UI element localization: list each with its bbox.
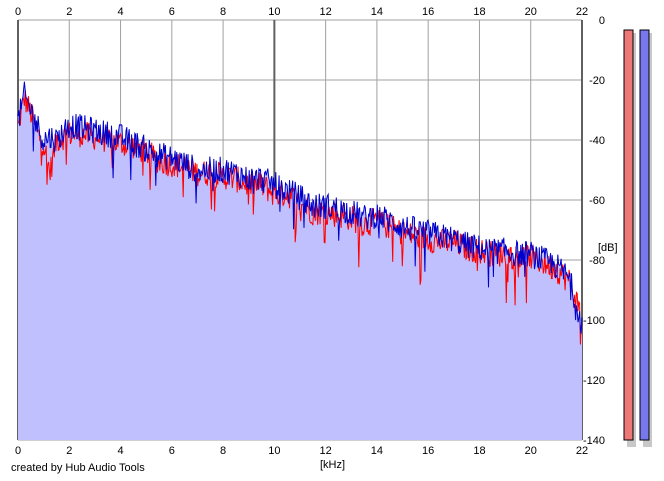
x-tick-label-bottom: 0 xyxy=(15,445,21,457)
x-tick-label-top: 2 xyxy=(66,6,72,18)
x-tick-label-bottom: 8 xyxy=(220,445,226,457)
y-tick-label: -100 xyxy=(583,315,605,327)
y-tick-labels: 0 -20 -40 -60 -80 -100 -120 -140 xyxy=(583,15,605,447)
x-tick-label-top: 12 xyxy=(320,6,332,18)
series-lines xyxy=(17,81,583,345)
x-tick-label-bottom: 12 xyxy=(320,445,332,457)
spectrum-fill-area xyxy=(18,81,582,440)
x-axis-label: [kHz] xyxy=(320,459,345,471)
x-tick-labels-bottom: 0 2 4 6 8 10 12 14 16 18 20 22 xyxy=(15,445,588,457)
credit-text: created by Hub Audio Tools xyxy=(11,462,145,474)
x-tick-label-bottom: 16 xyxy=(422,445,434,457)
x-tick-label-top: 20 xyxy=(525,6,537,18)
x-tick-label-top: 22 xyxy=(576,6,588,18)
y-tick-label: -60 xyxy=(589,195,605,207)
x-tick-label-bottom: 2 xyxy=(66,445,72,457)
y-tick-label: -140 xyxy=(583,435,605,447)
x-tick-labels-top: 0 2 4 6 8 10 12 14 16 18 20 22 xyxy=(15,6,588,18)
level-meter-l xyxy=(623,29,634,441)
x-tick-label-top: 14 xyxy=(371,6,383,18)
x-tick-label-top: 10 xyxy=(268,6,280,18)
x-tick-label-top: 8 xyxy=(220,6,226,18)
x-tick-label-bottom: 14 xyxy=(371,445,383,457)
y-tick-label: -20 xyxy=(589,75,605,87)
level-meter-r xyxy=(639,29,650,441)
x-tick-label-top: 4 xyxy=(117,6,123,18)
y-tick-label: -40 xyxy=(589,135,605,147)
x-tick-label-bottom: 10 xyxy=(268,445,280,457)
x-tick-label-bottom: 18 xyxy=(473,445,485,457)
x-tick-label-bottom: 6 xyxy=(169,445,175,457)
x-tick-label-top: 6 xyxy=(169,6,175,18)
x-tick-label-top: 18 xyxy=(473,6,485,18)
x-tick-label-top: 0 xyxy=(15,6,21,18)
series-line-2 xyxy=(17,81,583,334)
y-tick-label: -120 xyxy=(583,375,605,387)
x-tick-label-bottom: 4 xyxy=(117,445,123,457)
x-tick-label-bottom: 22 xyxy=(576,445,588,457)
x-tick-label-top: 16 xyxy=(422,6,434,18)
y-tick-label: -80 xyxy=(589,255,605,267)
y-axis-label: [dB] xyxy=(598,242,618,254)
x-tick-label-bottom: 20 xyxy=(525,445,537,457)
y-tick-label: 0 xyxy=(599,15,605,27)
level-meters xyxy=(623,29,652,447)
